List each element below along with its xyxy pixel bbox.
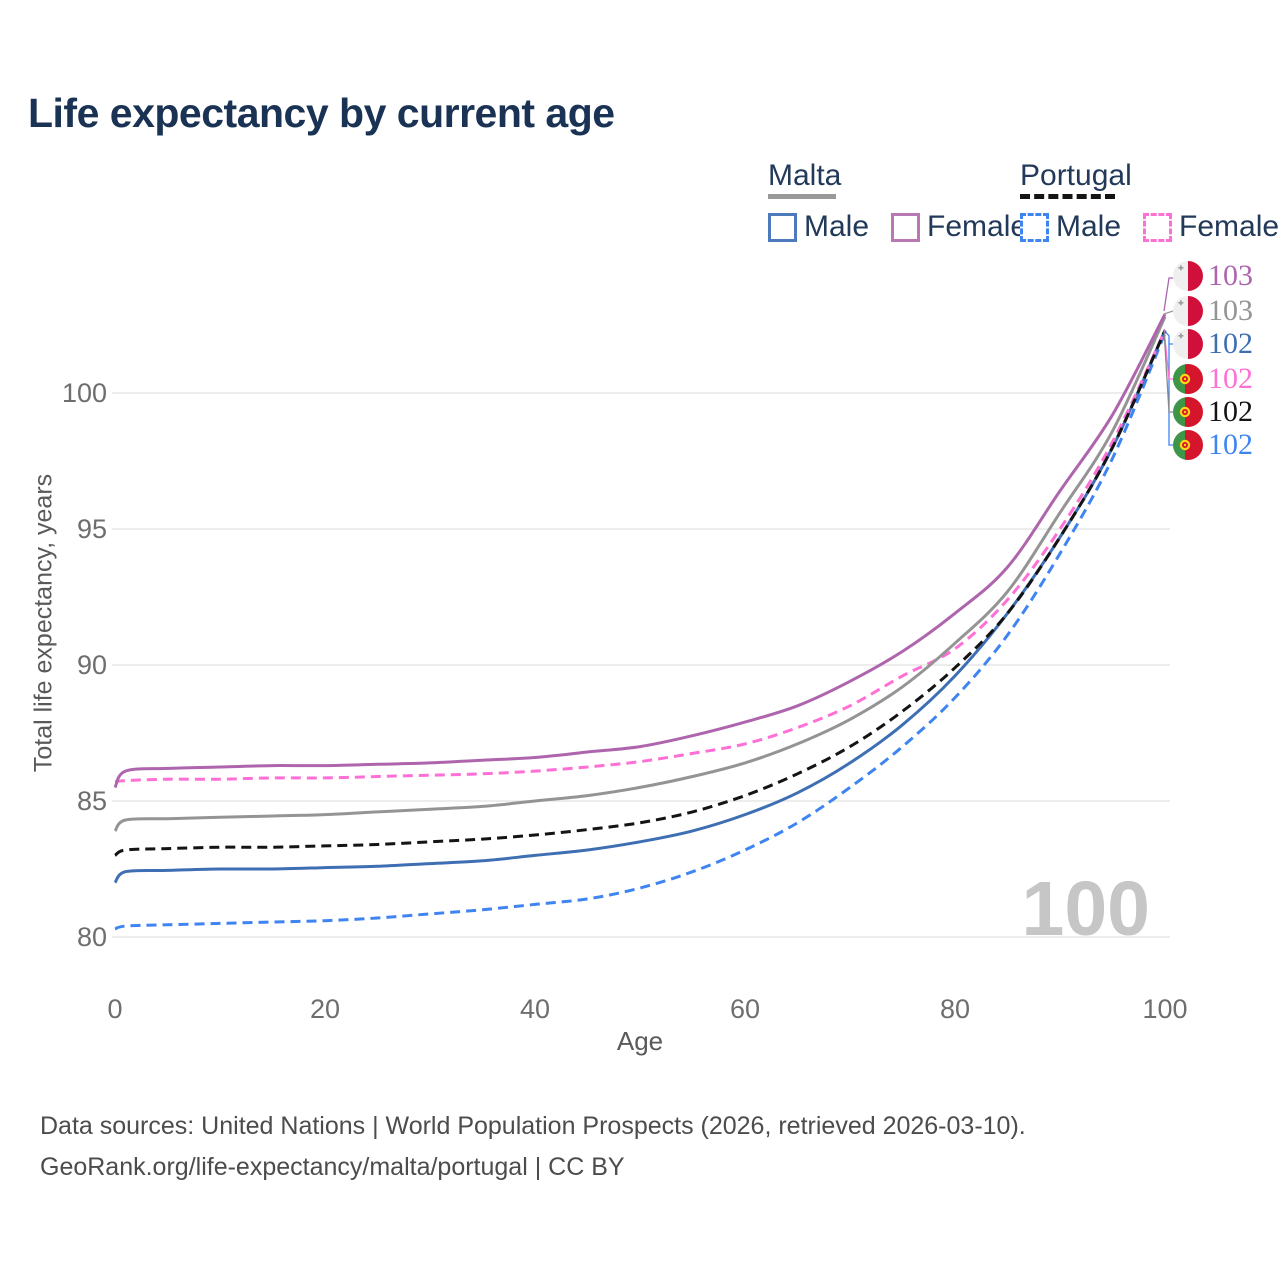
legend-label-portugal-female: Female: [1179, 210, 1280, 243]
series-line-malta[interactable]: [113, 316, 1167, 832]
y-axis-title: Total life expectancy, years: [29, 473, 58, 773]
legend-item-portugal-male[interactable]: Male: [1020, 210, 1121, 244]
end-value-label-malta-male: 102: [1208, 327, 1253, 360]
legend-item-portugal-female[interactable]: Female: [1143, 210, 1279, 244]
series-line-malta-female[interactable]: [113, 313, 1167, 789]
x-axis-title: Age: [616, 1026, 664, 1056]
page-title: Life expectancy by current age: [28, 90, 615, 136]
age-watermark: 100: [1021, 866, 1150, 952]
legend-title-malta[interactable]: Malta: [768, 159, 842, 192]
leader-line-4: [1163, 329, 1173, 413]
legend-swatch-malta-female-icon[interactable]: [891, 212, 921, 242]
legend-swatch-portugal-female-icon[interactable]: [1143, 212, 1173, 242]
portugal-flag-icon: [1173, 364, 1203, 394]
x-tick-label-20: 20: [309, 994, 341, 1024]
leader-line-0: [1163, 277, 1173, 312]
legend-line-sample-malta: [768, 194, 836, 199]
series-line-portugal-male[interactable]: [114, 332, 1167, 931]
legend-item-malta-female[interactable]: Female: [891, 210, 1027, 244]
legend-group-portugal: Portugal Male Female: [1020, 160, 1279, 244]
malta-flag-icon: [1173, 329, 1203, 359]
legend-label-malta-male: Male: [804, 210, 870, 243]
y-tick-label-100: 100: [61, 378, 107, 408]
y-tick-label-85: 85: [76, 786, 107, 816]
x-tick-label-100: 100: [1142, 994, 1188, 1024]
footer-sources: Data sources: United Nations | World Pop…: [40, 1112, 1026, 1140]
leader-line-1: [1163, 310, 1174, 315]
leader-line-3: [1163, 328, 1173, 380]
y-tick-label-90: 90: [76, 650, 107, 680]
legend-label-portugal-male: Male: [1056, 210, 1122, 243]
x-tick-label-60: 60: [729, 994, 761, 1024]
legend-group-malta: Malta Male Female: [768, 160, 1027, 244]
portugal-flag-icon: [1173, 430, 1203, 460]
legend-swatch-portugal-male-icon[interactable]: [1020, 212, 1049, 242]
end-value-label-malta: 103: [1208, 294, 1253, 327]
legend-line-sample-portugal: [1020, 194, 1115, 199]
leader-line-2: [1163, 329, 1173, 446]
series-line-portugal-female[interactable]: [114, 329, 1167, 784]
legend-items-portugal: Male Female: [1020, 210, 1279, 244]
portugal-flag-icon: [1173, 397, 1203, 427]
legend-title-portugal[interactable]: Portugal: [1020, 159, 1132, 192]
end-value-label-portugal: 102: [1208, 395, 1253, 428]
end-value-label-malta-female: 103: [1208, 259, 1253, 292]
series-line-malta-male[interactable]: [113, 329, 1167, 884]
x-tick-label-80: 80: [939, 994, 971, 1024]
legend-swatch-malta-male-icon[interactable]: [768, 212, 797, 242]
malta-flag-icon: [1173, 296, 1203, 326]
chart-footer: Data sources: United Nations | World Pop…: [40, 1106, 1026, 1188]
footer-attribution: GeoRank.org/life-expectancy/malta/portug…: [40, 1153, 625, 1181]
y-tick-label-95: 95: [76, 514, 107, 544]
end-value-label-portugal-male: 102: [1208, 428, 1253, 461]
x-tick-label-0: 0: [107, 994, 123, 1024]
legend-items-malta: Male Female: [768, 210, 1027, 244]
end-value-label-portugal-female: 102: [1208, 362, 1253, 395]
y-tick-label-80: 80: [76, 922, 107, 952]
legend-label-malta-female: Female: [927, 210, 1028, 243]
x-tick-label-40: 40: [519, 994, 551, 1024]
malta-flag-icon: [1173, 261, 1203, 291]
series-line-portugal[interactable]: [114, 329, 1167, 857]
legend-item-malta-male[interactable]: Male: [768, 210, 869, 244]
